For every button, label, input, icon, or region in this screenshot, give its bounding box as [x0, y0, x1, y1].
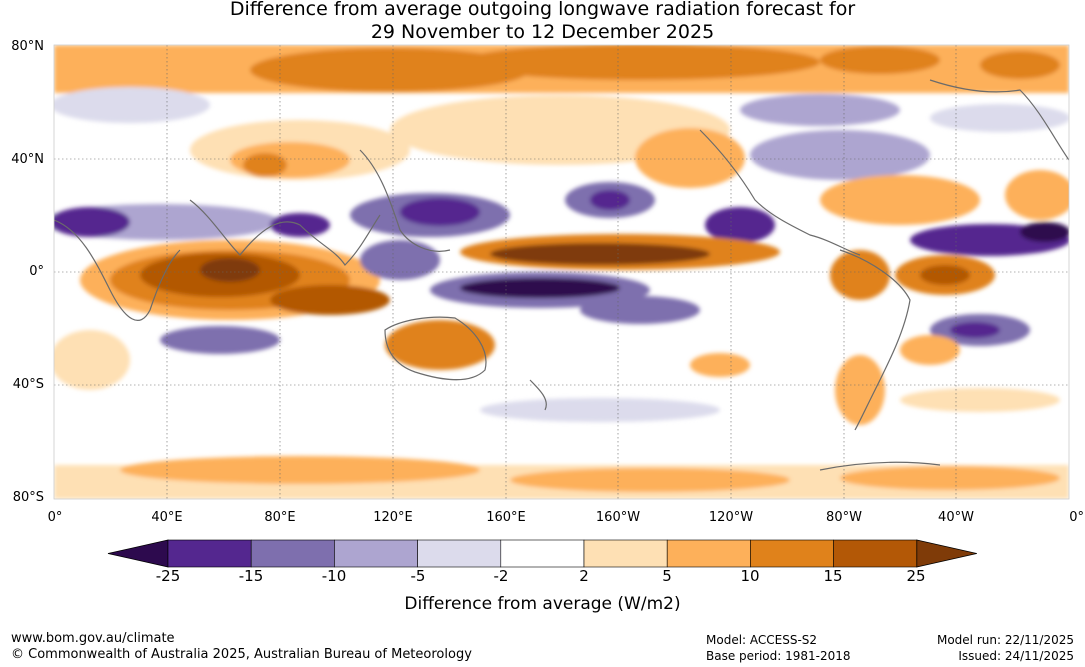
lon-label-0-left: 0° — [47, 510, 63, 525]
greenland-europe-coast — [929, 79, 1069, 161]
lat-label-80n: 80°N — [11, 39, 44, 54]
colorbar-segment — [167, 539, 252, 568]
lat-label-40s: 40°S — [12, 377, 44, 392]
lat-label-0: 0° — [29, 264, 44, 279]
colorbar-tick-label: 25 — [906, 567, 926, 585]
lon-label-40e: 40°E — [151, 510, 183, 525]
colorbar-tick-label: 5 — [662, 567, 672, 585]
footer-copyright: © Commonwealth of Australia 2025, Austra… — [11, 647, 472, 662]
east-asia-coast — [359, 149, 451, 252]
new-zealand-coast — [529, 379, 547, 411]
antarctica-coast — [819, 461, 941, 471]
colorbar-tick-label: -2 — [493, 567, 509, 585]
colorbar-tick-label: -25 — [155, 567, 181, 585]
colorbar-extend-low — [107, 539, 169, 568]
south-asia-coast — [189, 199, 381, 266]
colorbar-segment — [334, 539, 418, 568]
lon-label-160w: 160°W — [595, 510, 641, 525]
australia-coast — [384, 316, 487, 381]
colorbar-tick-label: 10 — [740, 567, 760, 585]
olr-anomaly-field — [54, 45, 1069, 499]
map-title: Difference from average outgoing longwav… — [0, 0, 1085, 44]
colorbar-tick-label: 15 — [823, 567, 843, 585]
colorbar-tick-label: -10 — [321, 567, 347, 585]
south-america-coast — [839, 249, 911, 431]
title-line-2: 29 November to 12 December 2025 — [370, 21, 715, 43]
lon-label-80w: 80°W — [826, 510, 862, 525]
colorbar-tick-label: 2 — [579, 567, 589, 585]
colorbar-tick-label: -5 — [410, 567, 426, 585]
footer-model-run: Model run: 22/11/2025 — [936, 633, 1074, 647]
colorbar-segment — [666, 539, 751, 568]
footer-url: www.bom.gov.au/climate — [11, 631, 175, 646]
lat-label-40n: 40°N — [11, 152, 44, 167]
coastlines — [54, 79, 1069, 471]
north-america-coast — [699, 129, 861, 256]
lat-label-80s: 80°S — [12, 490, 44, 505]
colorbar-title: Difference from average (W/m2) — [404, 594, 681, 614]
lon-label-0-right: 0° — [1069, 510, 1084, 525]
footer-model: Model: ACCESS-S2 — [706, 633, 818, 647]
colorbar-segment — [500, 539, 585, 568]
footer-issued: Issued: 24/11/2025 — [958, 649, 1074, 663]
colorbar-segment — [833, 539, 918, 568]
colorbar-segment — [583, 539, 668, 568]
colorbar-tick-label: -15 — [238, 567, 264, 585]
africa-coast — [54, 219, 181, 321]
lon-label-40w: 40°W — [938, 510, 974, 525]
colorbar-segment — [250, 539, 335, 568]
lon-label-160e: 160°E — [486, 510, 526, 525]
lon-label-120w: 120°W — [708, 510, 754, 525]
lon-label-80e: 80°E — [264, 510, 296, 525]
colorbar-extend-high — [916, 539, 977, 568]
title-line-1: Difference from average outgoing longwav… — [229, 0, 856, 20]
colorbar — [107, 539, 977, 568]
footer-base-period: Base period: 1981-2018 — [706, 649, 851, 663]
lon-label-120e: 120°E — [373, 510, 413, 525]
map-frame — [53, 44, 1070, 500]
colorbar-segment — [750, 539, 834, 568]
colorbar-segment — [417, 539, 502, 568]
gridlines — [54, 45, 1069, 499]
